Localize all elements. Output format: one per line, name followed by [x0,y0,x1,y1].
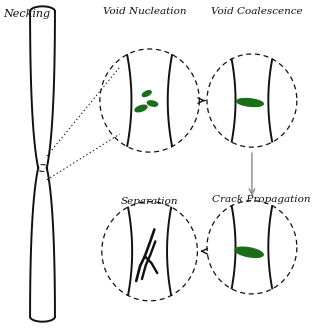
Text: Necking: Necking [3,9,50,19]
Ellipse shape [237,99,263,107]
Text: Void Coalescence: Void Coalescence [211,7,302,16]
Ellipse shape [135,105,147,112]
Ellipse shape [142,91,151,96]
Text: Crack Propagation: Crack Propagation [212,195,311,204]
Ellipse shape [235,247,263,257]
Text: Void Nucleation: Void Nucleation [103,7,187,16]
Text: Separation: Separation [121,197,178,206]
Ellipse shape [147,101,158,106]
